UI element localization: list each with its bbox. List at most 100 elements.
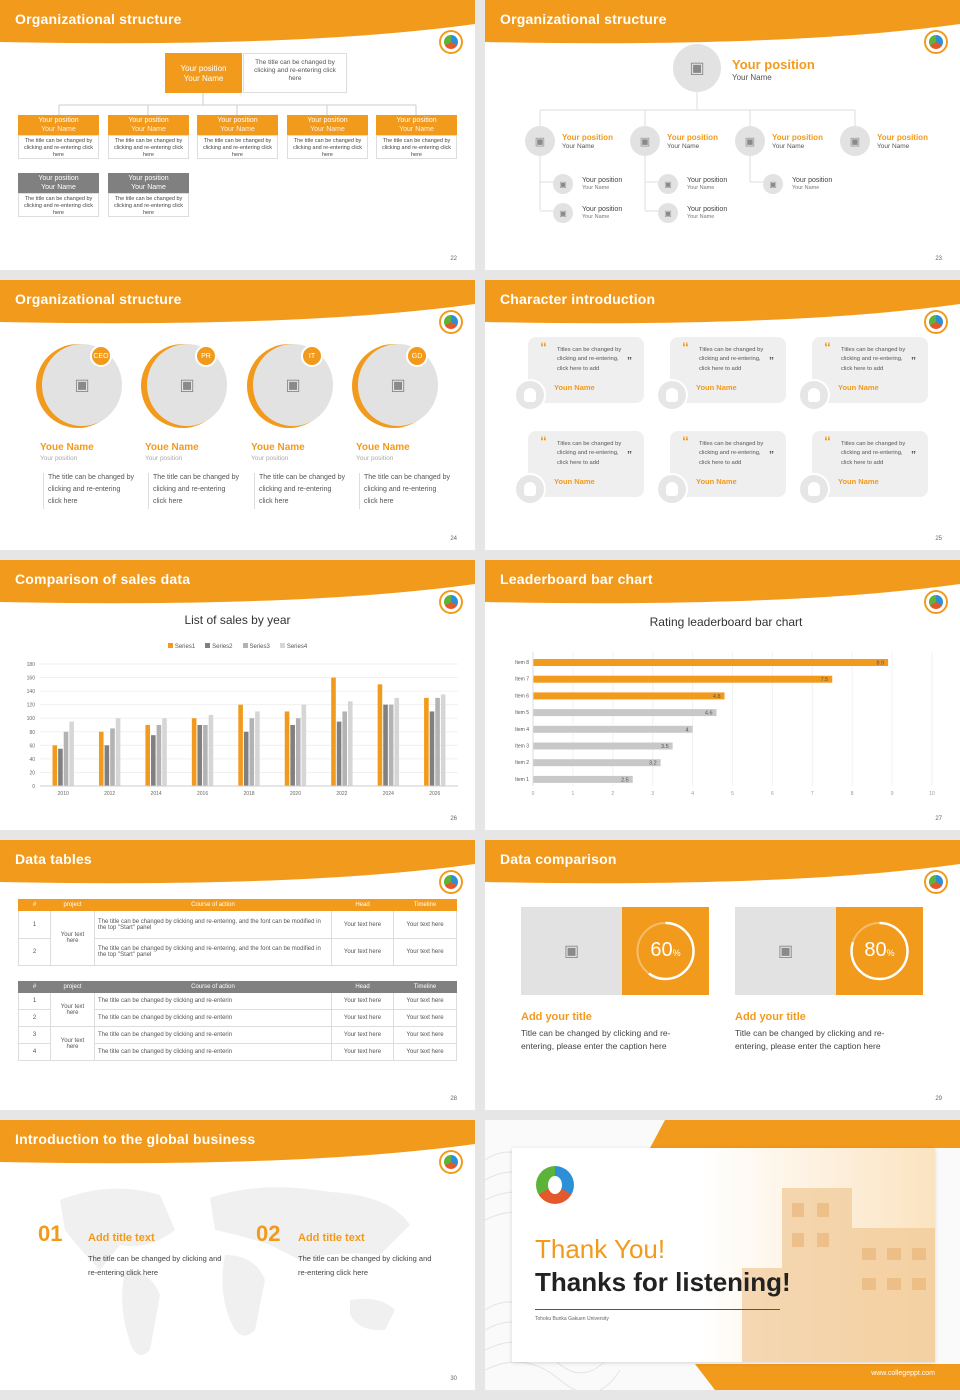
bar <box>429 711 435 786</box>
org-card-desc: The title can be changed by clicking and… <box>197 135 278 159</box>
position-label: Your position <box>667 133 718 142</box>
slide-22[interactable]: Organizational structure Your position Yo… <box>0 0 475 270</box>
legend-label: Series4 <box>286 644 308 650</box>
cell: Your text here <box>393 938 457 966</box>
y-tick-label: 100 <box>27 716 36 722</box>
slide-27[interactable]: Leaderboard bar chart Rating leaderboard… <box>485 560 960 830</box>
role-badge: PR <box>195 345 217 367</box>
quote-open-icon: “ <box>682 339 689 355</box>
slide-title: Data tables <box>15 851 92 867</box>
slide-29[interactable]: Data comparison ▣ 60% Add your title Title … <box>485 840 960 1110</box>
y-tick-label: Item 7 <box>515 677 529 683</box>
bar <box>342 711 347 786</box>
page-number: 28 <box>450 1096 457 1102</box>
avatar-icon <box>798 379 830 411</box>
quote-open-icon: “ <box>682 433 689 449</box>
x-tick-label: 4 <box>691 791 694 797</box>
cell: The title can be changed by clicking and… <box>94 910 332 939</box>
sales-bar-chart: 0 20 40 60 80 100 120 140 160 180 2010 2012 2014 2016… <box>27 662 458 797</box>
y-tick-label: 60 <box>29 743 35 749</box>
logo-icon <box>924 310 948 334</box>
position-label: Your position <box>396 117 437 124</box>
cell: Your text here <box>331 1009 394 1027</box>
bar <box>533 759 661 767</box>
position-label: Your position <box>687 177 728 184</box>
col-header: Timeline <box>393 981 457 993</box>
slide-23[interactable]: Organizational structure ▣ Your position… <box>485 0 960 270</box>
cell: The title can be changed by clicking and… <box>94 992 332 1010</box>
slide-header <box>485 0 960 50</box>
y-tick-label: 180 <box>27 662 36 668</box>
table-row: 1 Your text here The title can be changed … <box>18 910 457 966</box>
cell: Your text here <box>331 1043 394 1061</box>
x-tick-label: 8 <box>851 791 854 797</box>
bar <box>424 697 429 786</box>
percent-value: 60% <box>622 939 709 962</box>
name-label: Your Name <box>220 125 255 133</box>
table-header-row: # project Course of action Head Timeline <box>18 981 457 993</box>
position-label: Your position <box>687 206 728 213</box>
person-name: Youe Name <box>145 442 199 453</box>
position-label: Your position <box>582 206 623 213</box>
cell: 4 <box>18 1043 51 1061</box>
x-tick-label: 3 <box>651 791 654 797</box>
person-position: Your position <box>40 455 78 462</box>
site-url: www.collegeppt.com <box>871 1370 935 1377</box>
logo-icon <box>439 310 463 334</box>
slide-title: Comparison of sales data <box>15 571 191 587</box>
role-badge: CEO <box>90 345 112 367</box>
legend-swatch <box>279 643 285 648</box>
person-desc: The title can be changed by clicking and… <box>153 474 240 505</box>
slide-24[interactable]: Organizational structure ▣ CEO Youe Name Yo… <box>0 280 475 550</box>
quote-open-icon: “ <box>824 339 831 355</box>
slide-30[interactable]: Introduction to the global business 01 Ad… <box>0 1120 475 1390</box>
bar <box>435 697 440 786</box>
col-header: project <box>50 899 95 911</box>
quote-text: Titles can be changed by clicking and re… <box>557 441 622 466</box>
position-label: Your position <box>582 177 623 184</box>
org-card-desc: The title can be changed by clicking and… <box>376 135 457 159</box>
top-name: Your Name <box>732 73 772 82</box>
bar <box>69 721 74 786</box>
percent-number: 80 <box>864 939 887 961</box>
col-header: Head <box>331 899 394 911</box>
item-desc: The title can be changed by clicking and… <box>298 1254 432 1278</box>
page-number: 23 <box>935 256 942 262</box>
cell: Your text here <box>393 1026 457 1044</box>
slide-header <box>485 560 960 610</box>
percent-value: 80% <box>836 939 923 962</box>
top-position: Your position <box>732 57 815 72</box>
slide-26[interactable]: Comparison of sales data List of sales b… <box>0 560 475 830</box>
legend-label: Series3 <box>249 644 270 650</box>
quote-card <box>670 337 786 403</box>
quote-close-icon: ” <box>627 356 632 367</box>
data-label: 3.2 <box>649 761 657 767</box>
org-card-header: Your position Your Name <box>287 115 368 135</box>
slide-25[interactable]: Character introduction “ ” Titles can be c… <box>485 280 960 550</box>
divider <box>254 473 255 509</box>
slide-title: Organizational structure <box>500 11 667 27</box>
divider <box>359 473 360 509</box>
quote-author: Youn Name <box>554 383 595 392</box>
x-tick-label: 2012 <box>104 791 115 797</box>
item-desc: The title can be changed by clicking and… <box>88 1254 222 1278</box>
name-label: Your Name <box>562 143 595 150</box>
org-card-header: Your position Your Name <box>18 173 99 193</box>
position-label: Your position <box>128 117 169 124</box>
slide-28[interactable]: Data tables # project Course of action H… <box>0 840 475 1110</box>
name-label: Your Name <box>131 125 166 133</box>
bar <box>533 675 833 683</box>
legend-item: Series1 <box>167 643 195 650</box>
avatar-icon <box>656 473 688 505</box>
quote-author: Youn Name <box>554 477 595 486</box>
cell: Your text here <box>331 910 394 939</box>
y-tick-label: Item 6 <box>515 693 529 699</box>
cell: Your text here <box>50 992 95 1027</box>
bar <box>52 745 58 786</box>
person-desc: The title can be changed by clicking and… <box>259 474 346 505</box>
org-card-desc: The title can be changed by clicking and… <box>18 193 99 217</box>
slide-31[interactable]: Thank You! Thanks for listening! Tohoku … <box>485 1120 960 1390</box>
slide-title: Introduction to the global business <box>15 1131 256 1147</box>
page-number: 29 <box>935 1096 942 1102</box>
name-label: Your Name <box>310 125 345 133</box>
